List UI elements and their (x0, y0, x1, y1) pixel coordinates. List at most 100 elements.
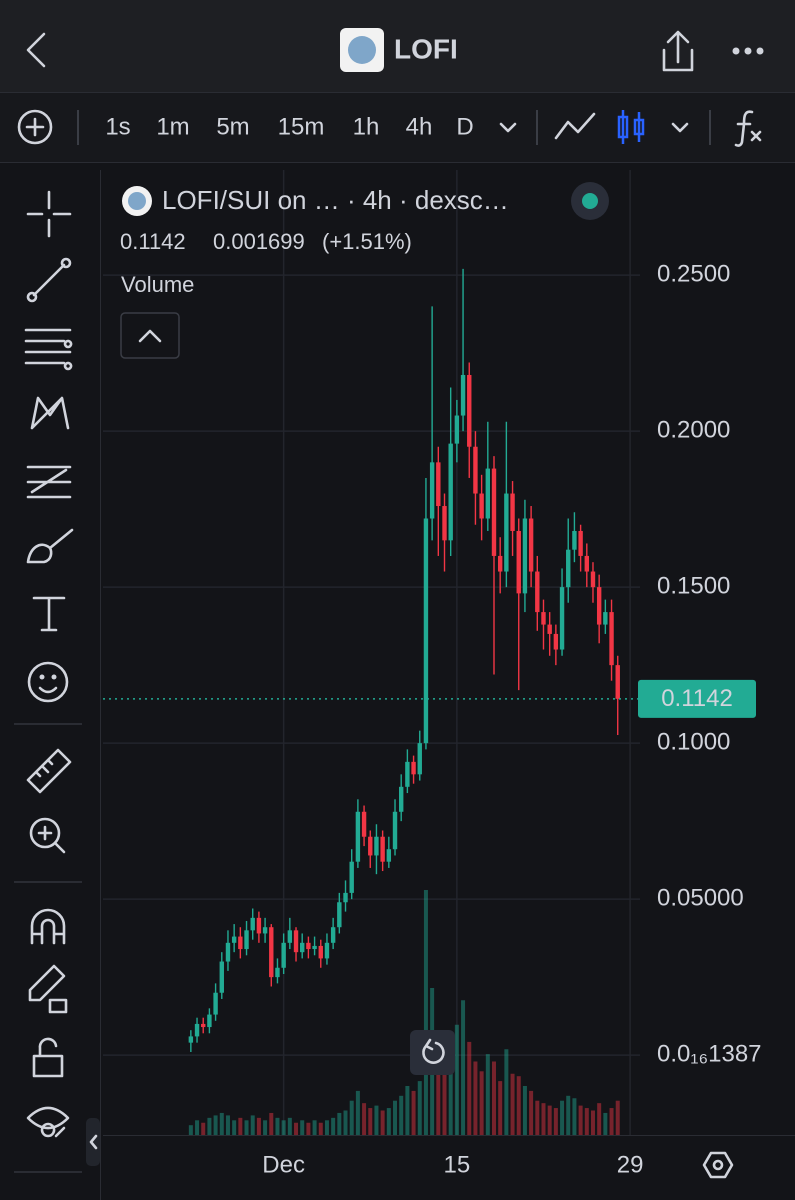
candle-body (207, 1014, 212, 1028)
volume-bar (374, 1105, 379, 1135)
ruler-tool[interactable] (26, 748, 72, 794)
candle-body (411, 761, 416, 775)
trend-line-tool[interactable] (26, 257, 72, 303)
candle-body (256, 917, 262, 934)
line-chart-button[interactable] (554, 112, 596, 140)
chart-legend: LOFI/SUI on … · 4h · dexsc… 0.1142 0.001… (120, 182, 609, 359)
volume-bar (578, 1105, 583, 1135)
visibility-tool[interactable] (26, 1106, 70, 1138)
fib-tool[interactable] (24, 328, 73, 371)
volume-bar (516, 1076, 521, 1135)
prediction-tool[interactable] (26, 465, 72, 499)
y-tick-label: 0.05000 (657, 884, 744, 911)
collapse-legend-button[interactable] (120, 312, 180, 359)
candle-body (188, 1036, 194, 1043)
candle-body (522, 518, 528, 594)
candle-body (392, 811, 398, 850)
back-button[interactable] (26, 32, 46, 68)
candle-body (535, 571, 540, 613)
volume-bar (195, 1120, 200, 1135)
candle-body (337, 902, 342, 928)
y-tick-label: 0.1000 (657, 728, 730, 755)
candle-body (219, 961, 224, 993)
volume-bar (324, 1120, 329, 1135)
x-tick-label: 29 (617, 1151, 644, 1178)
interval-dropdown[interactable] (499, 122, 517, 133)
interval-button[interactable]: D (456, 113, 473, 140)
volume-bar (473, 1061, 478, 1135)
volume-bar (362, 1103, 367, 1135)
zoom-tool[interactable] (29, 817, 66, 854)
volume-bar (566, 1095, 571, 1135)
x-tick-label: Dec (262, 1151, 305, 1178)
volume-bar (535, 1100, 540, 1135)
pattern-tool[interactable] (30, 396, 70, 430)
candle-body (324, 942, 330, 959)
volume-bar (312, 1120, 317, 1135)
volume-bar (405, 1086, 410, 1135)
volume-bar (225, 1115, 230, 1135)
text-tool[interactable] (32, 596, 66, 632)
lock-drawing-tool[interactable] (28, 964, 68, 1014)
candle-body (380, 836, 385, 862)
brush-tool[interactable] (26, 528, 74, 564)
candle-body (485, 468, 491, 519)
interval-button[interactable]: 1h (353, 113, 380, 140)
legend-logo-face (128, 192, 146, 210)
add-indicator-button[interactable] (17, 109, 53, 145)
status-dot (582, 193, 598, 209)
candle-body (572, 530, 577, 550)
last-price-tag-label: 0.1142 (661, 685, 733, 712)
volume-label: Volume (121, 272, 194, 297)
indicators-button[interactable] (734, 110, 762, 147)
candle-chart-button[interactable] (617, 110, 645, 144)
volume-bar (603, 1112, 608, 1135)
volume-bar (547, 1105, 552, 1135)
candle-body (460, 374, 466, 416)
token-logo-face (348, 36, 376, 64)
volume-bar (467, 1041, 472, 1135)
interval-button[interactable]: 4h (406, 113, 433, 140)
candle-body (281, 942, 286, 968)
volume-bar (615, 1100, 620, 1135)
volume-bar (207, 1117, 212, 1135)
interval-button[interactable]: 5m (216, 113, 249, 140)
x-tick-label: 15 (444, 1151, 471, 1178)
candle-body (213, 992, 218, 1015)
token-title: LOFI (394, 33, 458, 64)
crosshair-tool[interactable] (26, 190, 72, 238)
candle-body (504, 493, 509, 572)
candle-body (374, 836, 379, 856)
share-button[interactable] (662, 30, 694, 72)
volume-bar (331, 1117, 336, 1135)
more-button[interactable] (732, 47, 764, 55)
magnet-tool[interactable] (30, 908, 66, 945)
candle-body (231, 936, 237, 943)
volume-bar (269, 1112, 274, 1135)
interval-button[interactable]: 15m (278, 113, 325, 140)
volume-bar (294, 1122, 299, 1135)
interval-button[interactable]: 1s (105, 113, 130, 140)
collapse-legend-icon (138, 329, 162, 343)
volume-bar (287, 1117, 292, 1135)
reset-chart-button[interactable] (410, 1030, 455, 1075)
candle-body (590, 571, 596, 588)
candle-body (330, 927, 336, 943)
volume-bar (572, 1098, 577, 1135)
volume-bar (485, 1054, 490, 1135)
volume-bar (232, 1120, 237, 1135)
settings-button[interactable] (702, 1151, 734, 1179)
candle-body (386, 849, 392, 862)
top-bar (0, 0, 795, 92)
interval-button[interactable]: 1m (156, 113, 189, 140)
candle-body (454, 415, 460, 444)
candle-body (343, 892, 348, 903)
price-change-percent: (+1.51%) (322, 229, 412, 254)
lock-tool[interactable] (32, 1037, 64, 1078)
emoji-tool[interactable] (27, 661, 69, 703)
volume-bar (417, 1081, 422, 1135)
chart: 0.0₁₆1387 0.05000 0.1000 0.1500 0.2000 0.2500… (103, 170, 795, 1178)
chart-type-dropdown[interactable] (671, 122, 689, 133)
collapse-panel-tab[interactable] (86, 1118, 100, 1166)
